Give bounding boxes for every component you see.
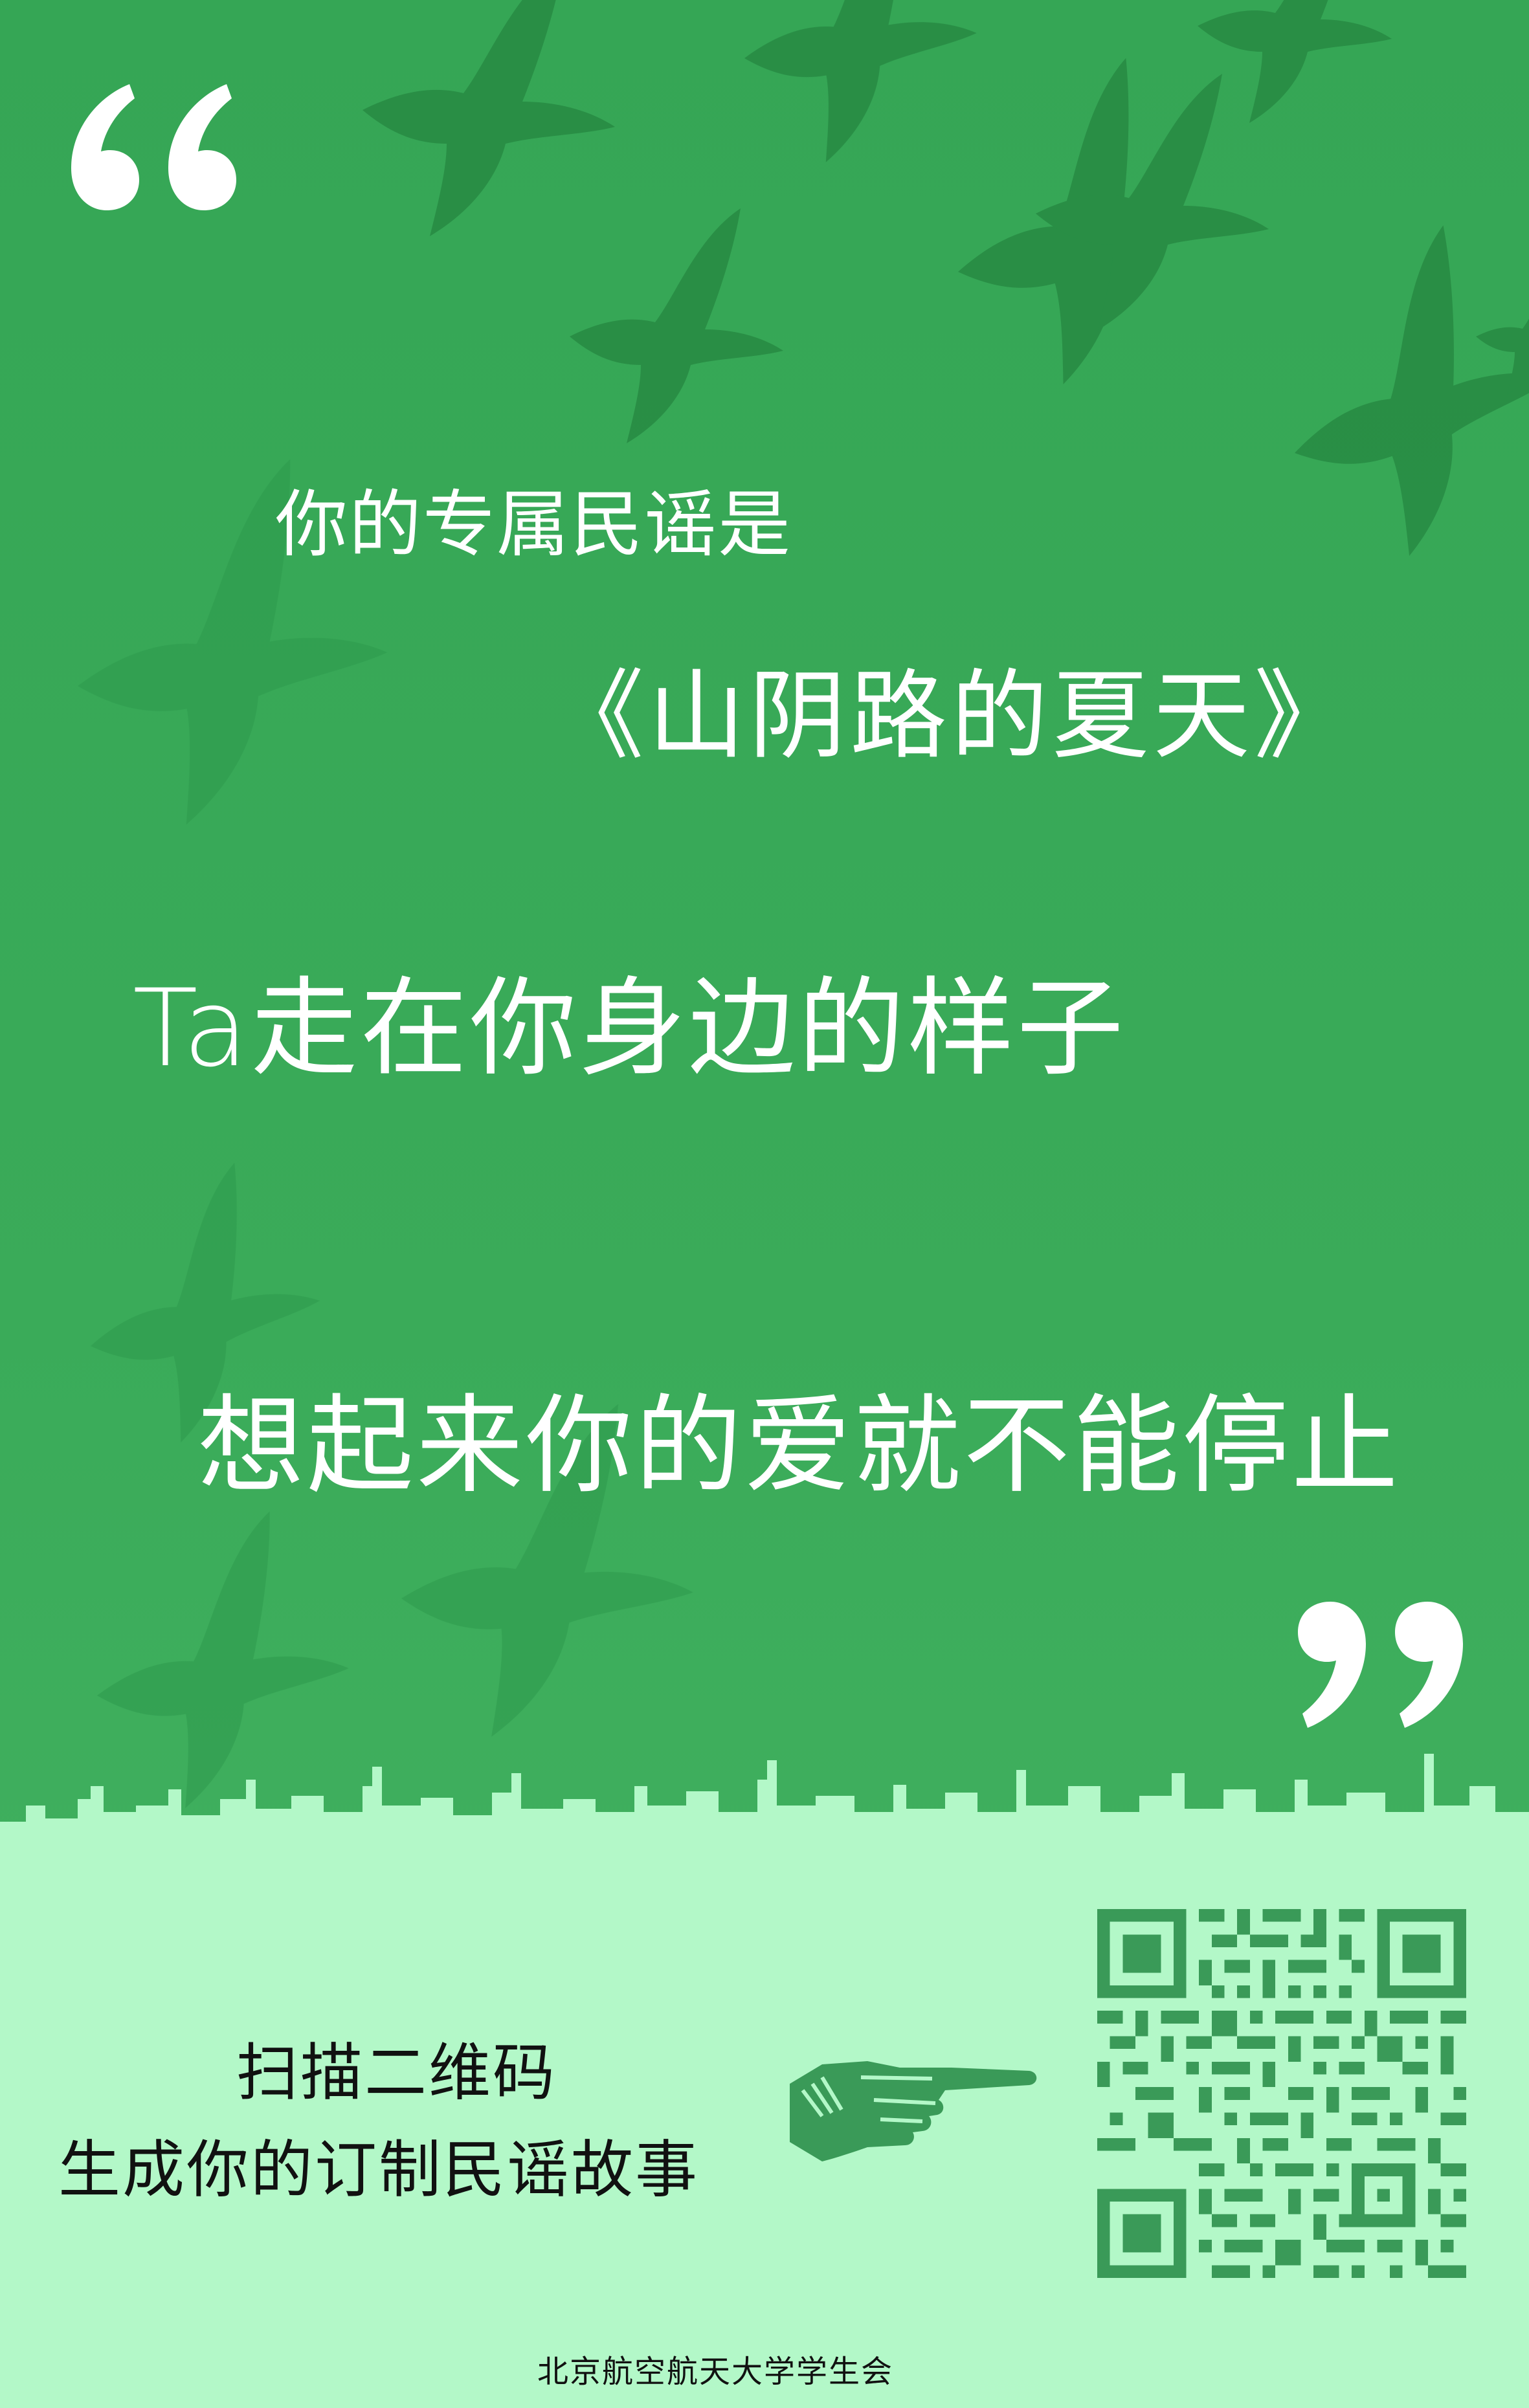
song-title: 《山阴路的夏天》 xyxy=(547,660,1356,773)
flying-birds-illustration xyxy=(45,0,1529,1820)
lyric-line-2: 想起来你的爱就不能停止 xyxy=(197,1384,1401,1508)
city-skyline-divider xyxy=(0,1754,1529,1864)
left-double-quote-icon xyxy=(71,84,236,210)
qr-code[interactable] xyxy=(1097,1909,1466,2278)
scan-prompt-line-1: 扫描二维码 xyxy=(236,2037,557,2109)
pointing-hand-icon xyxy=(790,2061,1037,2161)
intro-text: 你的专属民谣是 xyxy=(275,483,792,567)
scan-prompt-line-2: 生成你的订制民谣故事 xyxy=(58,2134,699,2206)
lyric-line-1: Ta走在你身边的样子 xyxy=(133,966,1126,1090)
footer-organizer: 北京航空航天大学学生会 xyxy=(537,2354,894,2390)
right-double-quote-icon xyxy=(1298,1602,1463,1728)
